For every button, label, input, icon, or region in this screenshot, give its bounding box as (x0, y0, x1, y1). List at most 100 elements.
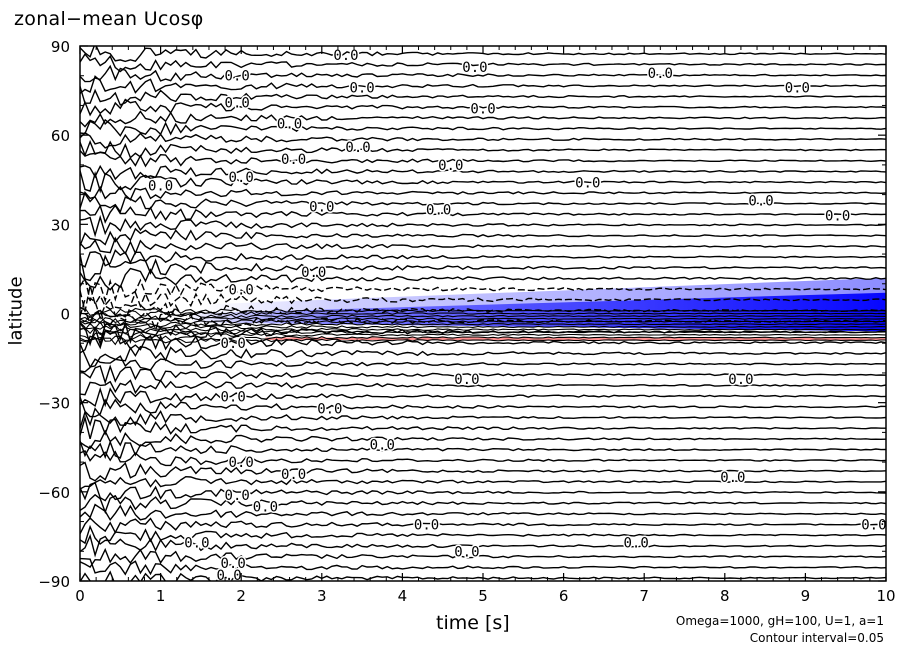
contour-line (80, 267, 886, 291)
x-tick-label: 9 (801, 587, 811, 605)
contour-line (80, 190, 886, 214)
contour-label: 0.0 (220, 336, 245, 352)
contour-label: 0.0 (370, 437, 395, 453)
contour-label: 0.0 (317, 402, 342, 418)
contour-line (80, 439, 886, 460)
contour-line (80, 547, 886, 569)
contour-line (80, 164, 886, 181)
contour-line (80, 407, 886, 429)
contour-label: 0.0 (345, 140, 370, 156)
contour-line (80, 324, 886, 334)
x-tick-label: 8 (720, 587, 730, 605)
contour-label: 0.0 (225, 488, 250, 504)
contour-label: 0.0 (575, 176, 600, 192)
contour-line (80, 396, 886, 418)
contour-label: 0.0 (623, 535, 648, 551)
y-tick-label: 0 (60, 306, 70, 324)
contour-label: 0.0 (281, 467, 306, 483)
contour-line (80, 326, 886, 336)
contour-label: 0.0 (454, 372, 479, 388)
contour-line (80, 276, 886, 304)
contour-label: 0.0 (728, 372, 753, 388)
contour-line (80, 330, 886, 354)
contour-line (80, 249, 886, 268)
parameters-note: Omega=1000, gH=100, U=1, a=1 (675, 614, 884, 628)
contour-line (80, 329, 886, 341)
chart-title: zonal−mean Ucosφ (14, 8, 204, 30)
x-tick-label: 7 (639, 587, 649, 605)
contour-line (80, 285, 886, 312)
contour-line (80, 315, 886, 324)
x-tick-label: 0 (75, 587, 85, 605)
contour-lines (80, 46, 886, 581)
contour-line (80, 185, 886, 203)
x-tick-label: 4 (398, 587, 408, 605)
y-tick-label: 30 (51, 216, 70, 234)
contour-label: 0.0 (225, 95, 250, 111)
y-tick-label: −30 (38, 395, 70, 413)
x-tick-label: 2 (236, 587, 246, 605)
contour-label: 0.0 (225, 69, 250, 85)
contour-label: 0.0 (748, 194, 773, 210)
contour-line (80, 415, 886, 439)
contour-line (80, 170, 886, 194)
contour-line (80, 516, 886, 535)
contour-line (80, 309, 886, 318)
contour-line (80, 335, 886, 346)
contour-line (80, 64, 886, 83)
contour-label: 0.0 (438, 158, 463, 174)
contour-line (80, 318, 886, 328)
contour-label: 0.0 (414, 518, 439, 534)
contour-line (80, 150, 886, 168)
contour-label: 0.0 (148, 179, 173, 195)
contour-line (80, 503, 886, 522)
y-tick-label: 90 (51, 38, 70, 56)
contour-line (80, 53, 886, 73)
axis-ticks: 0 1 2 3 4 5 6 7 8 9 10 90 60 30 0 −30 −60 −90 (38, 38, 895, 605)
contour-line (80, 429, 886, 450)
contour-line (80, 110, 886, 128)
contour-line (80, 236, 886, 255)
contour-label: 0.0 (184, 535, 209, 551)
contour-line (80, 316, 886, 326)
x-tick-label: 10 (876, 587, 895, 605)
contour-label: 0.0 (648, 66, 673, 82)
contour-label: 0.0 (426, 202, 451, 218)
contour-line (80, 321, 886, 332)
contour-line (80, 131, 886, 149)
contour-label: 0.0 (229, 455, 254, 471)
contour-line (80, 493, 886, 515)
contour-line (80, 139, 886, 159)
contour-line (80, 118, 886, 137)
contour-label: 0.0 (861, 518, 886, 534)
contour-line (80, 533, 886, 558)
contour-line (80, 379, 886, 396)
contour-line (80, 332, 886, 343)
contour-line (80, 254, 886, 282)
contour-label: 0.0 (277, 116, 302, 132)
y-tick-label: −90 (38, 573, 70, 591)
contour-label: 0.0 (281, 152, 306, 168)
contour-label: 0.0 (462, 60, 487, 76)
y-tick-label: −60 (38, 484, 70, 502)
contour-label: 0.0 (785, 81, 810, 97)
y-axis-label: latitude (5, 276, 27, 346)
contour-line (80, 524, 886, 545)
contour-label: 0.0 (333, 48, 358, 64)
y-tick-label: 60 (51, 127, 70, 145)
contour-line (80, 75, 886, 94)
contour-line (80, 98, 886, 117)
contour-labels: 0.0 0.0 0.0 0.0 0.0 0.0 0.0 0.0 0.0 0.0 0.0 0.0 0.0 0… (146, 46, 888, 585)
contour-line (80, 86, 886, 106)
contour-line (80, 204, 886, 224)
contour-line (80, 307, 886, 317)
contour-line (80, 461, 886, 482)
x-tick-label: 1 (156, 587, 166, 605)
contour-line (80, 343, 886, 368)
contour-label: 0.0 (720, 470, 745, 486)
contour-label: 0.0 (470, 101, 495, 117)
contour-line (80, 475, 886, 490)
x-tick-label: 5 (478, 587, 488, 605)
contour-line (80, 481, 886, 502)
